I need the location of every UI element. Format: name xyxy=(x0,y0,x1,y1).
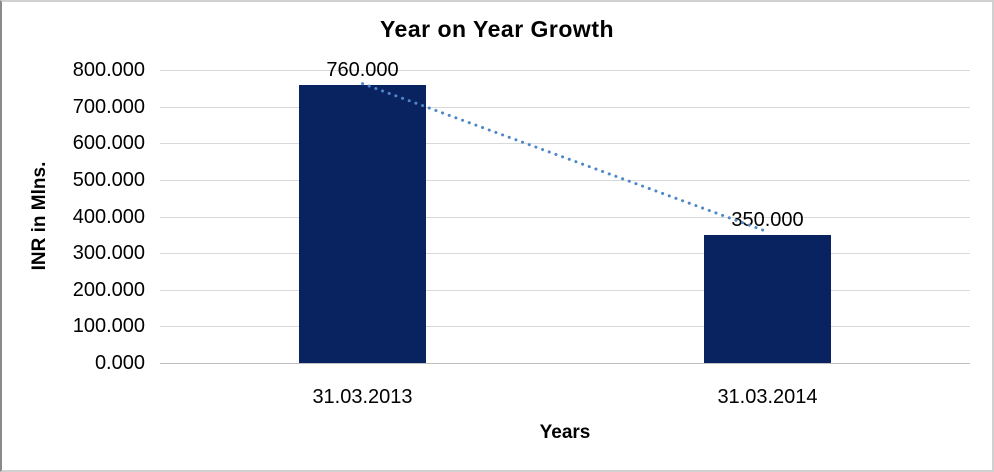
gridline xyxy=(160,106,970,108)
gridline xyxy=(160,253,970,255)
y-axis-tick-label: 600.000 xyxy=(72,132,145,155)
y-axis-tick-label: 0.000 xyxy=(94,352,145,374)
gridline xyxy=(160,179,970,181)
gridline xyxy=(160,70,970,71)
x-axis-category-label: 31.03.2014 xyxy=(717,386,818,408)
bar xyxy=(704,234,831,363)
gridline xyxy=(160,326,970,328)
x-axis-title: Years xyxy=(539,422,591,443)
y-axis-tick-label: 300.000 xyxy=(72,242,145,265)
bar-data-label: 760.000 xyxy=(326,58,399,81)
gridline xyxy=(160,216,970,218)
y-axis-tick-label: 400.000 xyxy=(72,205,145,228)
bar xyxy=(299,84,426,363)
y-axis-tick-label: 200.000 xyxy=(72,278,145,301)
y-axis-tick-label: 100.000 xyxy=(72,315,145,338)
gridline xyxy=(160,289,970,291)
chart-title: Year on Year Growth xyxy=(379,16,615,42)
x-axis-line xyxy=(160,363,970,364)
y-axis-tick-label: 500.000 xyxy=(72,168,145,191)
bar-data-label: 350.000 xyxy=(731,208,804,231)
x-axis-category-label: 31.03.2013 xyxy=(312,386,413,408)
y-axis-tick-label: 700.000 xyxy=(72,95,145,118)
y-axis-tick-label: 800.000 xyxy=(72,59,145,81)
gridline xyxy=(160,143,970,145)
